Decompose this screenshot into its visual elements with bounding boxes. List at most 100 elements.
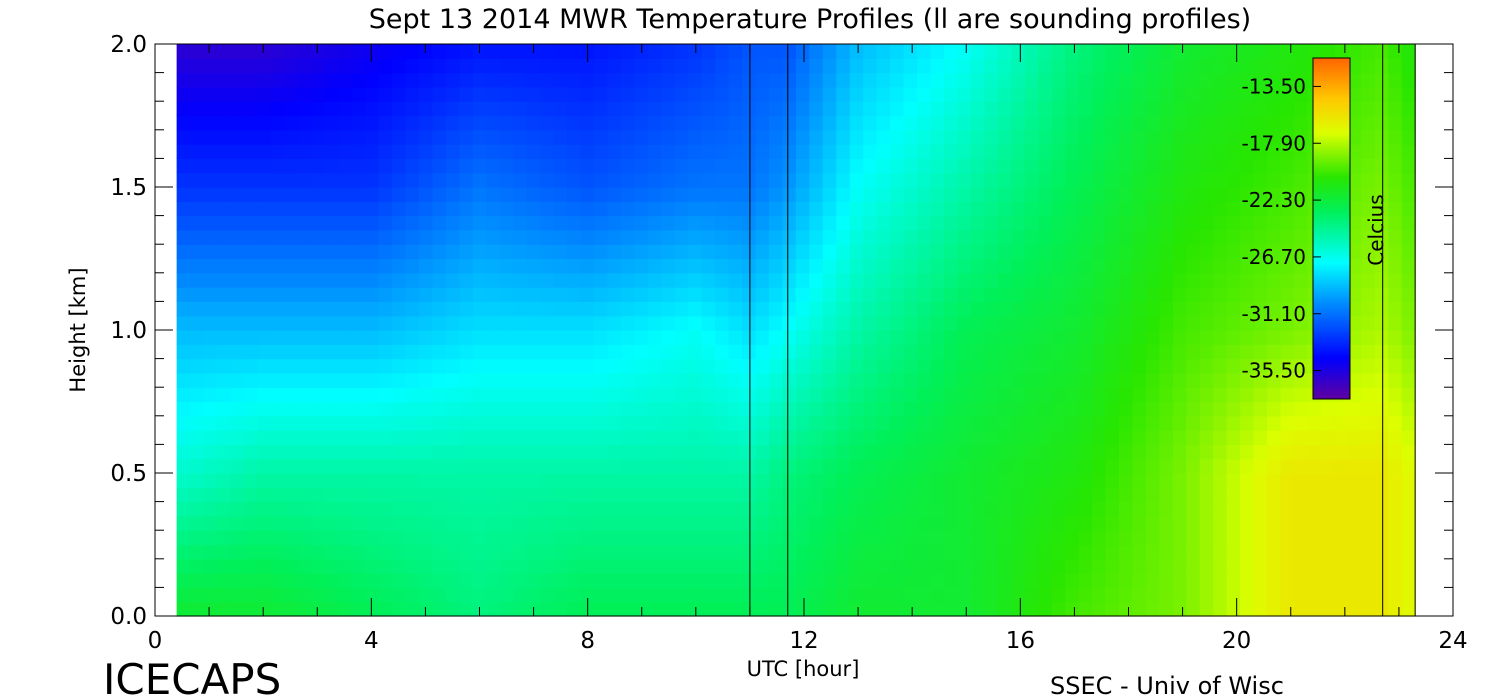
heatmap-cell	[742, 530, 757, 546]
heatmap-cell	[1388, 101, 1403, 117]
heatmap-cell	[647, 487, 662, 503]
heatmap-cell	[701, 258, 716, 274]
heatmap-cell	[217, 258, 232, 274]
heatmap-cell	[1401, 258, 1416, 274]
heatmap-cell	[445, 58, 460, 74]
heatmap-cell	[1132, 358, 1147, 374]
heatmap-cell	[849, 115, 864, 131]
heatmap-cell	[930, 372, 945, 388]
heatmap-cell	[917, 587, 932, 603]
heatmap-cell	[1159, 587, 1174, 603]
heatmap-cell	[1159, 344, 1174, 360]
heatmap-cell	[1213, 129, 1228, 145]
heatmap-cell	[311, 415, 326, 431]
heatmap-cell	[1186, 315, 1201, 331]
heatmap-cell	[1388, 544, 1403, 560]
heatmap-cell	[836, 515, 851, 531]
heatmap-cell	[351, 86, 366, 102]
heatmap-cell	[553, 430, 568, 445]
heatmap-cell	[1105, 458, 1120, 474]
heatmap-cell	[876, 201, 891, 217]
heatmap-cell	[970, 244, 985, 260]
heatmap-cell	[297, 229, 312, 245]
heatmap-cell	[297, 458, 312, 474]
heatmap-cell	[1065, 601, 1080, 617]
heatmap-cell	[809, 301, 824, 317]
heatmap-cell	[324, 330, 339, 345]
heatmap-cell	[351, 458, 366, 474]
heatmap-cell	[876, 473, 891, 488]
heatmap-cell	[1024, 458, 1039, 474]
heatmap-cell	[1374, 558, 1389, 574]
heatmap-cell	[836, 187, 851, 202]
heatmap-cell	[203, 72, 218, 88]
heatmap-cell	[607, 430, 622, 445]
heatmap-cell	[1267, 544, 1282, 560]
heatmap-cell	[203, 244, 218, 260]
heatmap-cell	[1159, 515, 1174, 531]
heatmap-cell	[1092, 215, 1107, 231]
heatmap-cell	[418, 587, 434, 603]
heatmap-cell	[392, 515, 407, 531]
heatmap-cell	[728, 430, 743, 445]
heatmap-cell	[755, 129, 770, 145]
heatmap-cell	[1159, 101, 1174, 117]
heatmap-cell	[984, 530, 999, 546]
heatmap-cell	[459, 573, 474, 588]
heatmap-cell	[1347, 344, 1362, 360]
heatmap-cell	[1213, 587, 1228, 603]
heatmap-cell	[217, 487, 232, 503]
heatmap-cell	[836, 544, 851, 560]
heatmap-cell	[1038, 587, 1053, 603]
heatmap-cell	[1105, 158, 1120, 174]
heatmap-cell	[782, 58, 797, 74]
heatmap-cell	[755, 144, 770, 159]
heatmap-cell	[540, 144, 555, 159]
heatmap-cell	[943, 72, 959, 88]
heatmap-cell	[957, 86, 972, 102]
heatmap-cell	[284, 530, 299, 546]
heatmap-cell	[903, 115, 918, 131]
heatmap-cell	[661, 501, 676, 517]
heatmap-cell	[540, 229, 555, 245]
heatmap-cell	[1280, 544, 1295, 560]
heatmap-cell	[1038, 444, 1053, 460]
heatmap-cell	[984, 444, 999, 460]
heatmap-cell	[849, 501, 864, 517]
heatmap-cell	[943, 344, 959, 360]
heatmap-cell	[768, 72, 784, 88]
heatmap-cell	[1253, 115, 1268, 131]
heatmap-cell	[997, 530, 1012, 546]
heatmap-cell	[257, 86, 272, 102]
heatmap-cell	[943, 158, 959, 174]
heatmap-cell	[620, 129, 635, 145]
heatmap-cell	[472, 501, 487, 517]
heatmap-cell	[243, 401, 258, 417]
heatmap-cell	[1280, 244, 1295, 260]
heatmap-cell	[1253, 444, 1268, 460]
heatmap-cell	[257, 573, 272, 588]
heatmap-cell	[270, 301, 285, 317]
heatmap-cell	[1199, 430, 1214, 445]
heatmap-cell	[513, 587, 528, 603]
heatmap-cell	[903, 330, 918, 345]
heatmap-cell	[499, 344, 514, 360]
heatmap-cell	[943, 387, 959, 403]
heatmap-cell	[607, 301, 622, 317]
heatmap-cell	[405, 172, 420, 188]
heatmap-cell	[1132, 272, 1147, 288]
heatmap-cell	[230, 344, 245, 360]
heatmap-cell	[270, 358, 285, 374]
heatmap-cell	[553, 372, 568, 388]
heatmap-cell	[984, 158, 999, 174]
heatmap-cell	[405, 244, 420, 260]
heatmap-cell	[1213, 501, 1228, 517]
heatmap-cell	[311, 587, 326, 603]
heatmap-cell	[338, 515, 353, 531]
heatmap-cell	[567, 115, 582, 131]
heatmap-cell	[1374, 330, 1389, 345]
heatmap-cell	[1038, 86, 1053, 102]
heatmap-cell	[701, 530, 716, 546]
heatmap-cell	[1145, 415, 1160, 431]
heatmap-cell	[930, 229, 945, 245]
